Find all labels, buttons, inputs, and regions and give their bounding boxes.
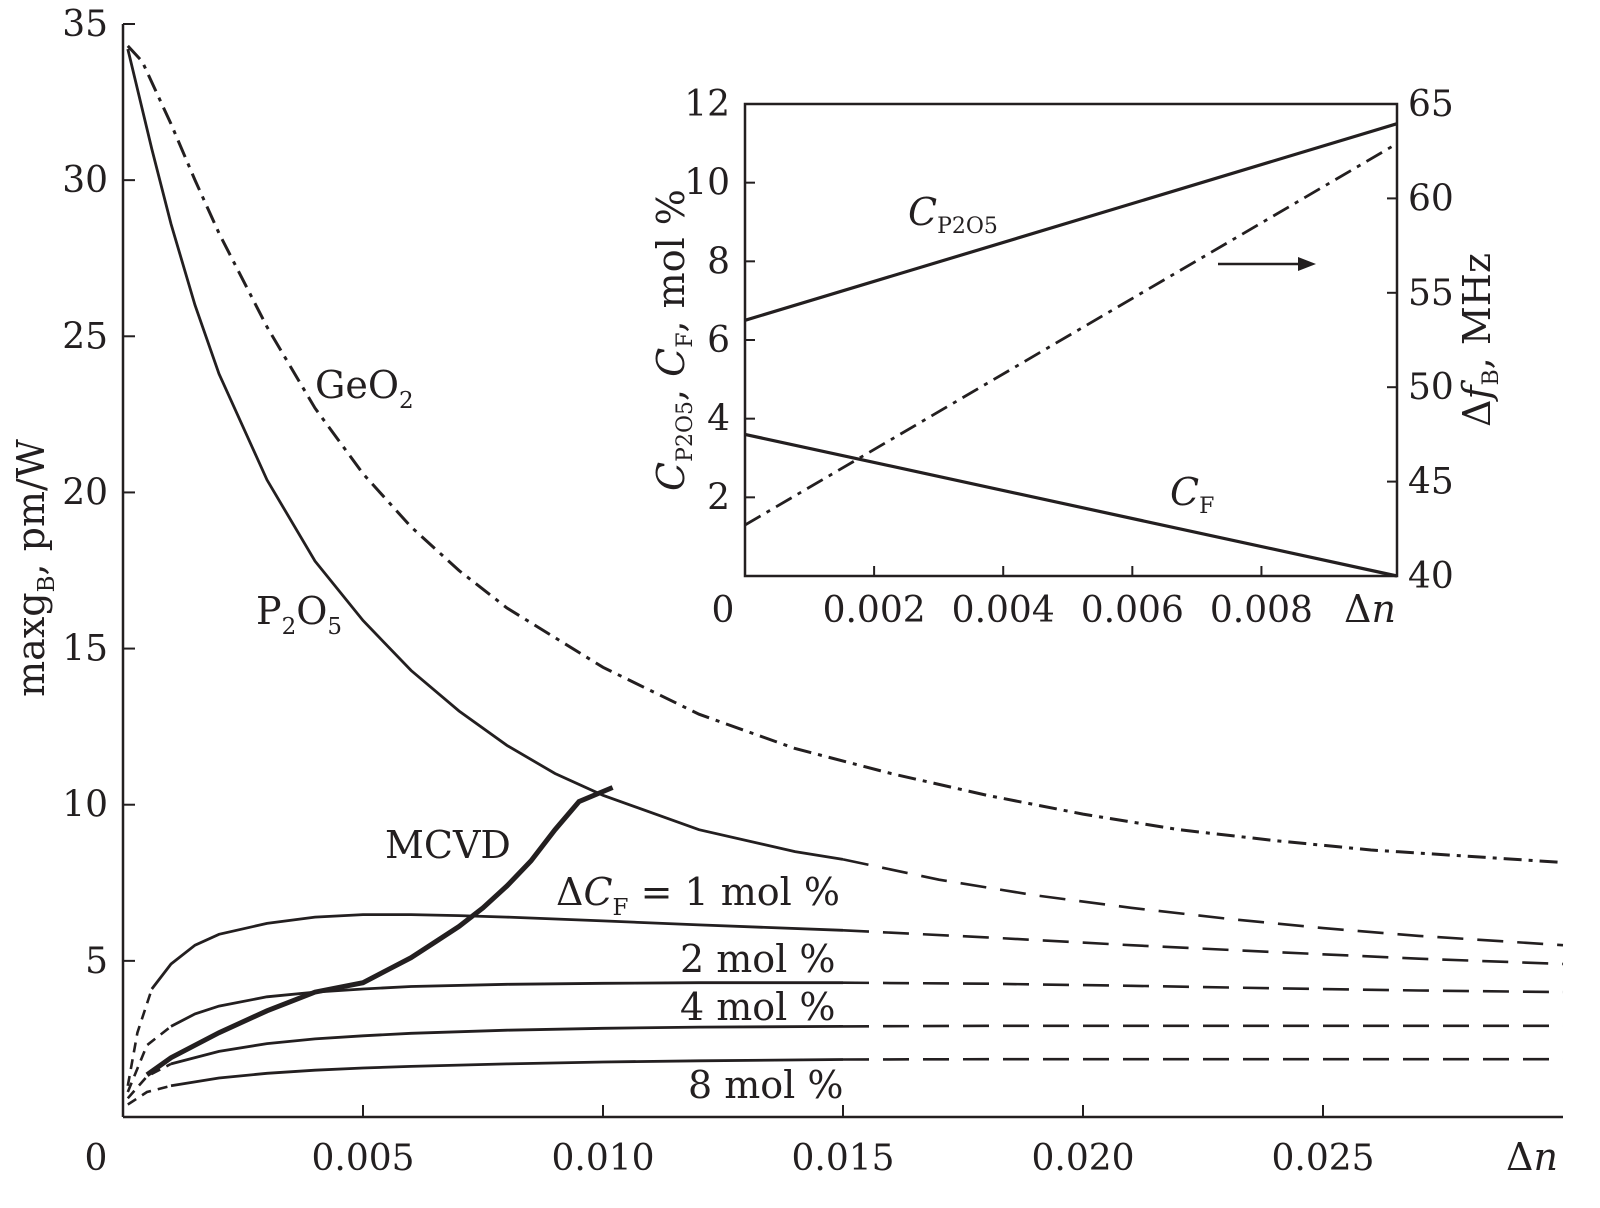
x-axis-title: Δn — [1506, 1135, 1558, 1179]
curve-2-lead-dashed — [126, 988, 154, 1087]
label-dcf-2: 2 mol % — [680, 937, 836, 981]
inset-y-right-tick-label: 60 — [1408, 178, 1454, 219]
inset-y-right-tick-label: 50 — [1408, 367, 1454, 408]
curve-2-solid — [150, 913, 844, 990]
inset-y-left-title: CP2O5, CF, mol % — [649, 189, 698, 491]
curve-4-lead-dashed — [126, 1062, 172, 1100]
inset-frame — [743, 102, 1399, 578]
label-dcf-8: 8 mol % — [688, 1063, 844, 1107]
x-tick-label: 0 — [85, 1138, 108, 1179]
curve-5-lead-dashed — [127, 1084, 172, 1106]
inset-y-left-tick-label: 10 — [684, 163, 730, 204]
mcvd-curve — [145, 785, 614, 1077]
inset-x-tick-label: 0 — [712, 590, 735, 631]
label-mcvd: MCVD — [385, 823, 511, 867]
y-tick-label: 35 — [62, 4, 108, 45]
curve-2-dashed — [842, 929, 1564, 966]
right-axis-arrowhead — [1298, 257, 1316, 271]
inset-x-tick-label: 0.002 — [823, 590, 926, 631]
inset-label-cp2o5: CP2O5 — [908, 190, 998, 239]
inset-y-right-tick-label: 45 — [1408, 462, 1454, 503]
inset-y-left-tick-label: 12 — [684, 84, 730, 125]
y-tick-label: 30 — [62, 160, 108, 201]
curve-3-lead-dashed — [126, 1025, 172, 1093]
inset-y-right-title: ΔfB, MHz — [1455, 253, 1504, 427]
curve-4-solid — [170, 1025, 844, 1066]
label-geo2: GeO2 — [315, 363, 414, 414]
inset-label-cf: CF — [1170, 470, 1214, 519]
label-p2o5: P2O5 — [256, 589, 342, 640]
inset-x-tick-label: 0.008 — [1210, 590, 1313, 631]
y-tick-label: 10 — [62, 785, 108, 826]
inset-y-left-tick-label: 8 — [707, 241, 730, 282]
curve-4-dashed — [842, 1024, 1563, 1028]
y-axis-title: maxgB, pm/W — [9, 439, 60, 697]
inset-line-1 — [744, 432, 1398, 578]
y-tick-label: 20 — [62, 472, 108, 513]
curve-5-solid — [170, 1058, 844, 1088]
inset-chart: 0 0.002 0.004 0.006 0.008 Δn 2 4 6 8 10 12 40 45 50 55 6… — [649, 84, 1504, 631]
inset-y-right-tick-label: 65 — [1408, 84, 1454, 125]
y-tick-label: 5 — [85, 941, 108, 982]
x-tick-label: 0.005 — [311, 1138, 414, 1179]
inset-line-2 — [744, 142, 1398, 527]
inset-y-right-tick-label: 55 — [1408, 273, 1454, 314]
main-chart: 0 0.005 0.010 0.015 0.020 0.025 Δn510152025303… — [9, 4, 1564, 1179]
x-tick-label: 0.015 — [791, 1138, 894, 1179]
inset-y-right-tick-label: 40 — [1408, 556, 1454, 597]
inset-x-axis-title: Δn — [1344, 587, 1396, 631]
inset-x-tick-label: 0.006 — [1081, 590, 1184, 631]
x-tick-label: 0.025 — [1271, 1138, 1374, 1179]
inset-y-left-tick-label: 2 — [707, 477, 730, 518]
x-tick-label: 0.010 — [551, 1138, 654, 1179]
inset-y-left-tick-label: 6 — [707, 320, 730, 361]
y-tick-label: 25 — [62, 316, 108, 357]
curve-1-solid — [126, 48, 844, 861]
inset-y-left-tick-label: 4 — [707, 399, 730, 440]
inset-x-tick-label: 0.004 — [952, 590, 1055, 631]
curve-3-solid — [170, 981, 843, 1028]
label-dcf-1: ΔCF = 1 mol % — [556, 870, 840, 921]
y-tick-label: 15 — [62, 629, 108, 670]
geo2-curve — [126, 44, 1564, 864]
x-tick-label: 0.020 — [1031, 1138, 1134, 1179]
curve-1-dashed — [842, 858, 1564, 947]
label-dcf-4: 4 mol % — [680, 985, 836, 1029]
inset-line-0 — [744, 122, 1398, 322]
curve-3-dashed — [842, 981, 1564, 994]
